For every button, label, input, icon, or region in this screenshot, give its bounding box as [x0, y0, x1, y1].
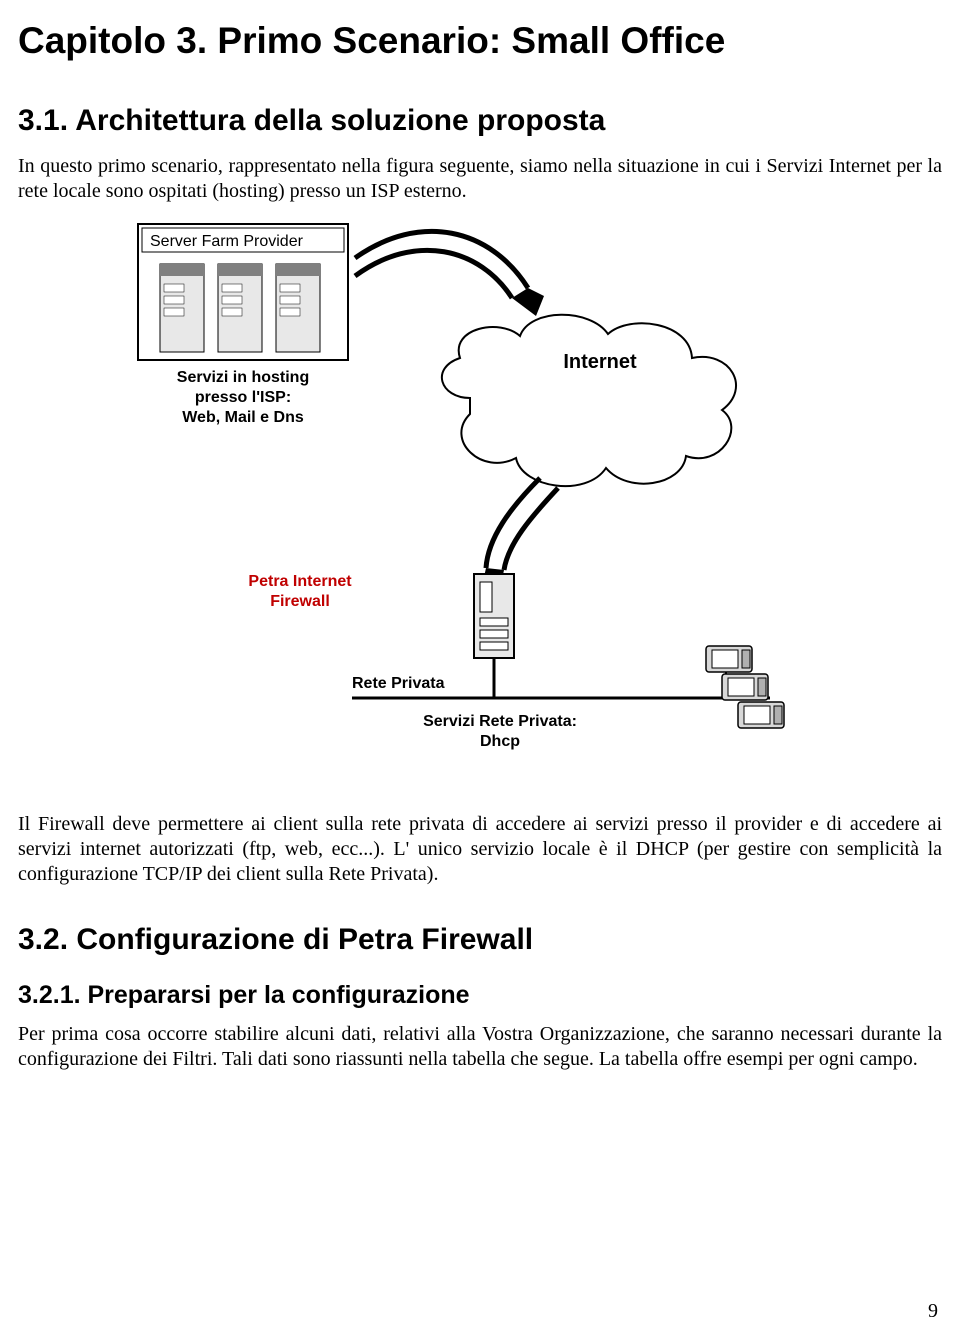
server-farm-label: Server Farm Provider	[150, 233, 304, 250]
firewall-label-line2: Firewall	[270, 593, 330, 610]
section-3-2-1-paragraph: Per prima cosa occorre stabilire alcuni …	[18, 1022, 942, 1072]
firewall-icon	[474, 574, 514, 658]
arrow-serverfarm-to-internet	[355, 231, 544, 316]
firewall-description-paragraph: Il Firewall deve permettere ai client su…	[18, 812, 942, 887]
servizi-privata-line2: Dhcp	[480, 733, 520, 750]
internet-label: Internet	[563, 351, 637, 373]
network-diagram-svg: Server Farm Provider Servizi in hosting …	[130, 218, 830, 788]
page-number: 9	[928, 1300, 938, 1323]
client-pc-icon	[722, 674, 768, 700]
section-3-2-title: 3.2. Configurazione di Petra Firewall	[18, 923, 942, 957]
internet-cloud: Internet	[442, 315, 736, 486]
firewall-label-line1: Petra Internet	[248, 573, 352, 590]
server-farm-box: Server Farm Provider	[138, 224, 348, 360]
section-3-1-title: 3.1. Architettura della soluzione propos…	[18, 104, 942, 138]
client-pc-icon	[738, 702, 784, 728]
hosting-label-line1: Servizi in hosting	[177, 369, 309, 386]
servizi-privata-line1: Servizi Rete Privata:	[423, 713, 577, 730]
hosting-label-line3: Web, Mail e Dns	[182, 409, 304, 426]
network-diagram: Server Farm Provider Servizi in hosting …	[130, 218, 830, 788]
server-icon	[218, 264, 262, 352]
chapter-title: Capitolo 3. Primo Scenario: Small Office	[18, 20, 942, 62]
rete-privata-label: Rete Privata	[352, 675, 445, 692]
section-3-1-paragraph: In questo primo scenario, rappresentato …	[18, 154, 942, 204]
server-icon	[160, 264, 204, 352]
server-icon	[276, 264, 320, 352]
section-3-2-1-title: 3.2.1. Prepararsi per la configurazione	[18, 981, 942, 1010]
hosting-label-line2: presso l'ISP:	[195, 389, 291, 406]
